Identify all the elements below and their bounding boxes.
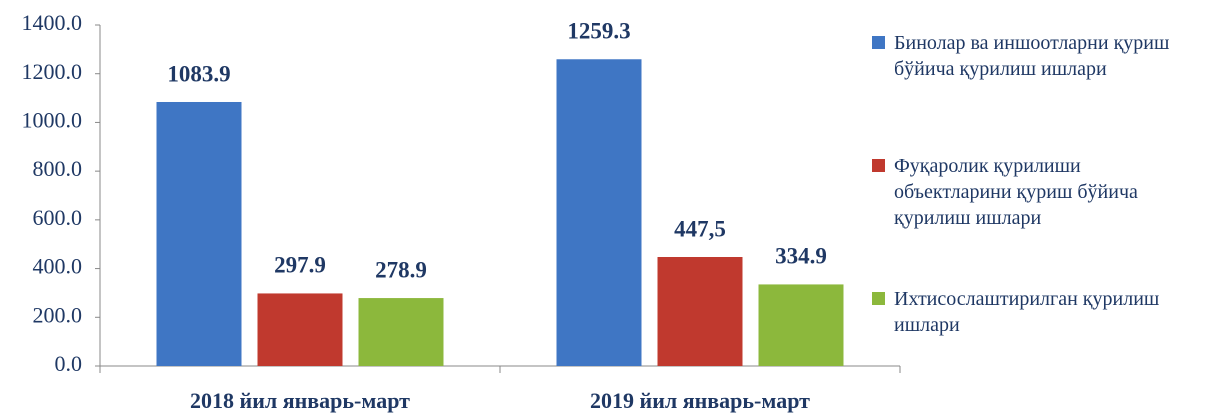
y-tick-label: 1000.0 [22, 107, 83, 132]
legend-item: Фуқаролик қурилиши объектларини қуриш бў… [872, 153, 1194, 231]
x-tick-label: 2019 йил январь-март [590, 388, 810, 413]
x-tick-label: 2018 йил январь-март [190, 388, 410, 413]
y-tick-label: 200.0 [33, 302, 83, 327]
bar [556, 59, 642, 366]
legend-label: Ихтисослаштирилган қурилиш ишлари [894, 288, 1160, 336]
data-label: 1259.3 [567, 19, 630, 44]
data-label: 297.9 [274, 253, 326, 278]
legend-label: Бинолар ва иншоотларни қуриш бўйича қури… [894, 32, 1170, 80]
y-tick-label: 600.0 [33, 205, 83, 230]
bar [257, 293, 343, 366]
legend-item: Бинолар ва иншоотларни қуриш бўйича қури… [872, 30, 1194, 82]
legend-swatch [872, 292, 885, 305]
bar [156, 101, 242, 367]
bar [657, 257, 743, 366]
legend-item: Ихтисослаштирилган қурилиш ишлари [872, 286, 1194, 338]
data-label: 447,5 [674, 216, 726, 241]
legend-swatch [872, 36, 885, 49]
legend-swatch [872, 159, 885, 172]
y-tick-label: 0.0 [55, 351, 83, 376]
data-label: 1083.9 [167, 61, 230, 86]
y-tick-label: 400.0 [33, 254, 83, 279]
legend-label: Фуқаролик қурилиши объектларини қуриш бў… [894, 155, 1138, 229]
bar [758, 284, 844, 366]
y-tick-label: 1200.0 [22, 59, 83, 84]
y-tick-label: 1400.0 [22, 10, 83, 35]
y-tick-label: 800.0 [33, 156, 83, 181]
data-label: 278.9 [375, 257, 427, 282]
bar [358, 298, 444, 366]
data-label: 334.9 [775, 244, 827, 269]
